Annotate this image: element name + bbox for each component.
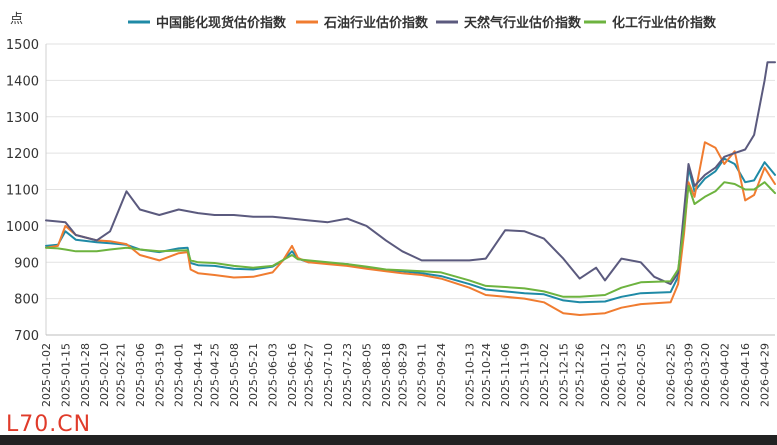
x-tick-label: 2025-11-19 <box>519 343 532 407</box>
y-axis-unit-label: 点 <box>10 12 23 27</box>
x-tick-label: 2025-09-24 <box>435 343 448 407</box>
x-tick-label: 2026-02-05 <box>635 343 648 407</box>
legend-label: 化工行业估价指数 <box>612 15 717 31</box>
x-tick-label: 2026-03-09 <box>683 343 696 407</box>
y-tick-label: 1500 <box>6 38 39 53</box>
x-tick-label: 2025-12-15 <box>557 343 570 407</box>
y-tick-label: 700 <box>14 329 39 344</box>
x-tick-label: 2025-01-02 <box>40 343 53 407</box>
y-tick-label: 1000 <box>6 220 39 235</box>
x-tick-label: 2025-04-25 <box>208 343 221 407</box>
x-tick-label: 2025-01-15 <box>59 343 72 407</box>
legend-label: 石油行业估价指数 <box>323 15 429 31</box>
series-line-2 <box>45 141 776 316</box>
watermark: L70.CN <box>6 412 92 437</box>
legend-label: 中国能化现货估价指数 <box>156 15 287 31</box>
x-tick-label: 2026-02-25 <box>665 343 678 407</box>
gridlines <box>46 43 775 336</box>
x-tick-label: 2026-04-29 <box>759 343 772 407</box>
x-tick-label: 2025-04-14 <box>192 343 205 407</box>
x-tick-label: 2025-06-16 <box>286 343 299 407</box>
x-tick-label: 2025-06-03 <box>267 343 280 407</box>
x-tick-label: 2025-02-10 <box>98 343 111 407</box>
legend-label: 天然气行业估价指数 <box>464 15 582 31</box>
x-tick-label: 2025-12-02 <box>538 343 551 407</box>
x-tick-label: 2025-08-29 <box>396 343 409 407</box>
y-tick-label: 1400 <box>6 74 39 89</box>
x-tick-label: 2025-04-01 <box>173 343 186 407</box>
x-axis: 2025-01-02 2025-01-15 2025-01-28 2025-02-10… <box>40 334 775 407</box>
x-tick-label: 2026-03-20 <box>699 343 712 407</box>
x-tick-label: 2025-08-05 <box>361 343 374 407</box>
x-tick-label: 2026-01-12 <box>599 343 612 407</box>
y-tick-label: 1300 <box>6 111 39 126</box>
x-tick-label: 2026-01-23 <box>615 343 628 407</box>
x-tick-label: 2025-06-27 <box>302 343 315 407</box>
series-lines <box>45 61 776 316</box>
x-tick-label: 2025-10-13 <box>463 343 476 407</box>
y-axis: 700 800 900 1000 1100 1200 1300 1400 1500 <box>6 38 47 344</box>
y-tick-label: 1100 <box>6 184 39 199</box>
y-tick-label: 1200 <box>6 147 39 162</box>
x-tick-label: 2025-05-08 <box>228 343 241 407</box>
x-tick-label: 2025-07-23 <box>341 343 354 407</box>
x-tick-label: 2025-03-19 <box>153 343 166 407</box>
y-tick-label: 900 <box>14 256 39 271</box>
bottom-bar <box>0 435 777 445</box>
x-tick-label: 2025-05-21 <box>247 343 260 407</box>
series-line-4 <box>45 181 776 298</box>
legend: 中国能化现货估价指数 石油行业估价指数 天然气行业估价指数 化工行业估价指数 <box>128 15 717 31</box>
x-tick-label: 2025-01-28 <box>79 343 92 407</box>
y-tick-label: 800 <box>14 293 39 308</box>
x-tick-label: 2025-07-10 <box>322 343 335 407</box>
x-tick-label: 2025-03-06 <box>134 343 147 407</box>
x-tick-label: 2026-04-02 <box>718 343 731 407</box>
x-tick-label: 2025-12-26 <box>574 343 587 407</box>
x-tick-label: 2025-09-11 <box>416 343 429 407</box>
x-tick-label: 2025-10-24 <box>480 343 493 407</box>
x-tick-label: 2025-02-21 <box>115 343 128 407</box>
x-tick-label: 2026-04-16 <box>739 343 752 407</box>
series-line-3 <box>45 61 776 286</box>
x-tick-label: 2025-08-18 <box>380 343 393 407</box>
x-tick-label: 2025-11-06 <box>499 343 512 407</box>
